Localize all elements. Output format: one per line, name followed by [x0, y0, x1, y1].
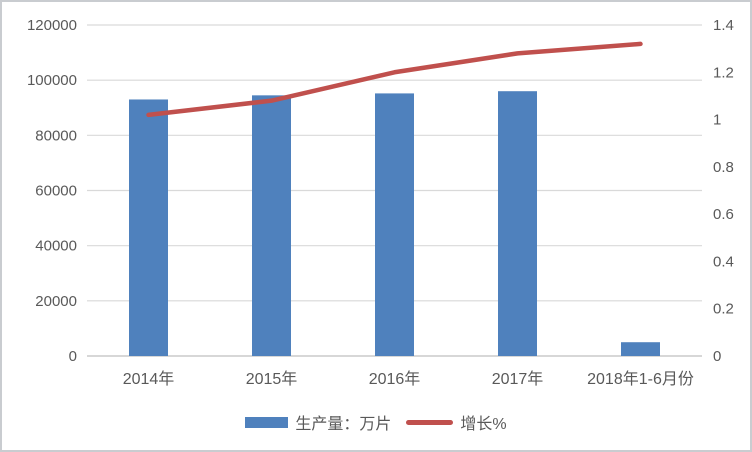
line-series [146, 41, 643, 118]
left-axis-tick: 20000 [35, 293, 77, 310]
x-axis-label: 2015年 [246, 370, 298, 388]
left-axis-tick: 40000 [35, 238, 77, 255]
bar-legend-swatch [245, 416, 289, 428]
x-axis-label: 2017年 [492, 370, 544, 388]
bar-2015年 [252, 95, 291, 357]
right-axis-tick: 1.4 [713, 17, 734, 34]
bar-2014年 [129, 99, 168, 356]
right-axis-labels: 0 0.2 0.4 0.6 0.8 1 1.2 1.4 [713, 17, 734, 365]
right-axis-tick: 0.2 [713, 301, 734, 318]
right-axis-tick: 0.4 [713, 253, 734, 270]
bar-series [129, 91, 660, 357]
bar-2017年 [498, 91, 537, 356]
left-axis-tick: 120000 [27, 17, 77, 34]
right-axis-tick: 1 [713, 112, 721, 129]
right-axis-tick: 0 [713, 348, 721, 365]
left-axis-labels: 0 20000 40000 60000 80000 100000 120000 [27, 17, 77, 365]
right-axis-tick: 0.6 [713, 206, 734, 223]
left-axis-tick: 100000 [27, 72, 77, 89]
legend: 生产量：万片 增长% [2, 411, 750, 433]
x-axis-label: 2018年1-6月份 [587, 370, 694, 388]
x-axis-labels: 2014年 2015年 2016年 2017年 2018年1-6月份 [123, 370, 694, 388]
growth-line [146, 41, 643, 118]
line-legend-swatch [406, 419, 454, 425]
x-axis-label: 2016年 [369, 370, 421, 388]
left-axis-tick: 60000 [35, 183, 77, 200]
right-axis-tick: 1.2 [713, 64, 734, 81]
right-axis-tick: 0.8 [713, 159, 734, 176]
line-legend-label: 增长% [460, 416, 507, 433]
bar-2016年 [375, 93, 414, 356]
x-axis-label: 2014年 [123, 370, 175, 388]
left-axis-tick: 80000 [35, 127, 77, 144]
bar-2018年1-6月份 [621, 342, 660, 356]
bar-legend-label: 生产量：万片 [295, 416, 392, 433]
left-axis-tick: 0 [69, 348, 77, 365]
